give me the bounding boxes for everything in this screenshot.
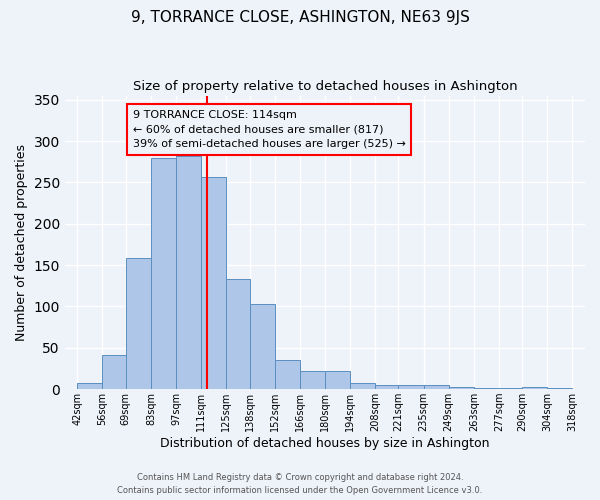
Bar [449, 386, 474, 389]
Bar [250, 304, 275, 389]
Y-axis label: Number of detached properties: Number of detached properties [15, 144, 28, 341]
Text: Contains HM Land Registry data © Crown copyright and database right 2024.
Contai: Contains HM Land Registry data © Crown c… [118, 474, 482, 495]
Bar [474, 388, 499, 389]
Bar [126, 258, 151, 389]
Bar [375, 385, 398, 389]
X-axis label: Distribution of detached houses by size in Ashington: Distribution of detached houses by size … [160, 437, 490, 450]
Bar [547, 388, 572, 389]
Bar [103, 356, 126, 389]
Bar [424, 385, 449, 389]
Bar [275, 360, 300, 389]
Text: 9 TORRANCE CLOSE: 114sqm
← 60% of detached houses are smaller (817)
39% of semi-: 9 TORRANCE CLOSE: 114sqm ← 60% of detach… [133, 110, 406, 149]
Bar [398, 385, 424, 389]
Bar [226, 279, 250, 389]
Bar [499, 388, 522, 389]
Bar [77, 382, 103, 389]
Bar [522, 386, 547, 389]
Bar [151, 158, 176, 389]
Bar [176, 156, 201, 389]
Bar [300, 371, 325, 389]
Bar [325, 371, 350, 389]
Title: Size of property relative to detached houses in Ashington: Size of property relative to detached ho… [133, 80, 517, 93]
Bar [201, 176, 226, 389]
Bar [350, 384, 375, 389]
Text: 9, TORRANCE CLOSE, ASHINGTON, NE63 9JS: 9, TORRANCE CLOSE, ASHINGTON, NE63 9JS [131, 10, 469, 25]
